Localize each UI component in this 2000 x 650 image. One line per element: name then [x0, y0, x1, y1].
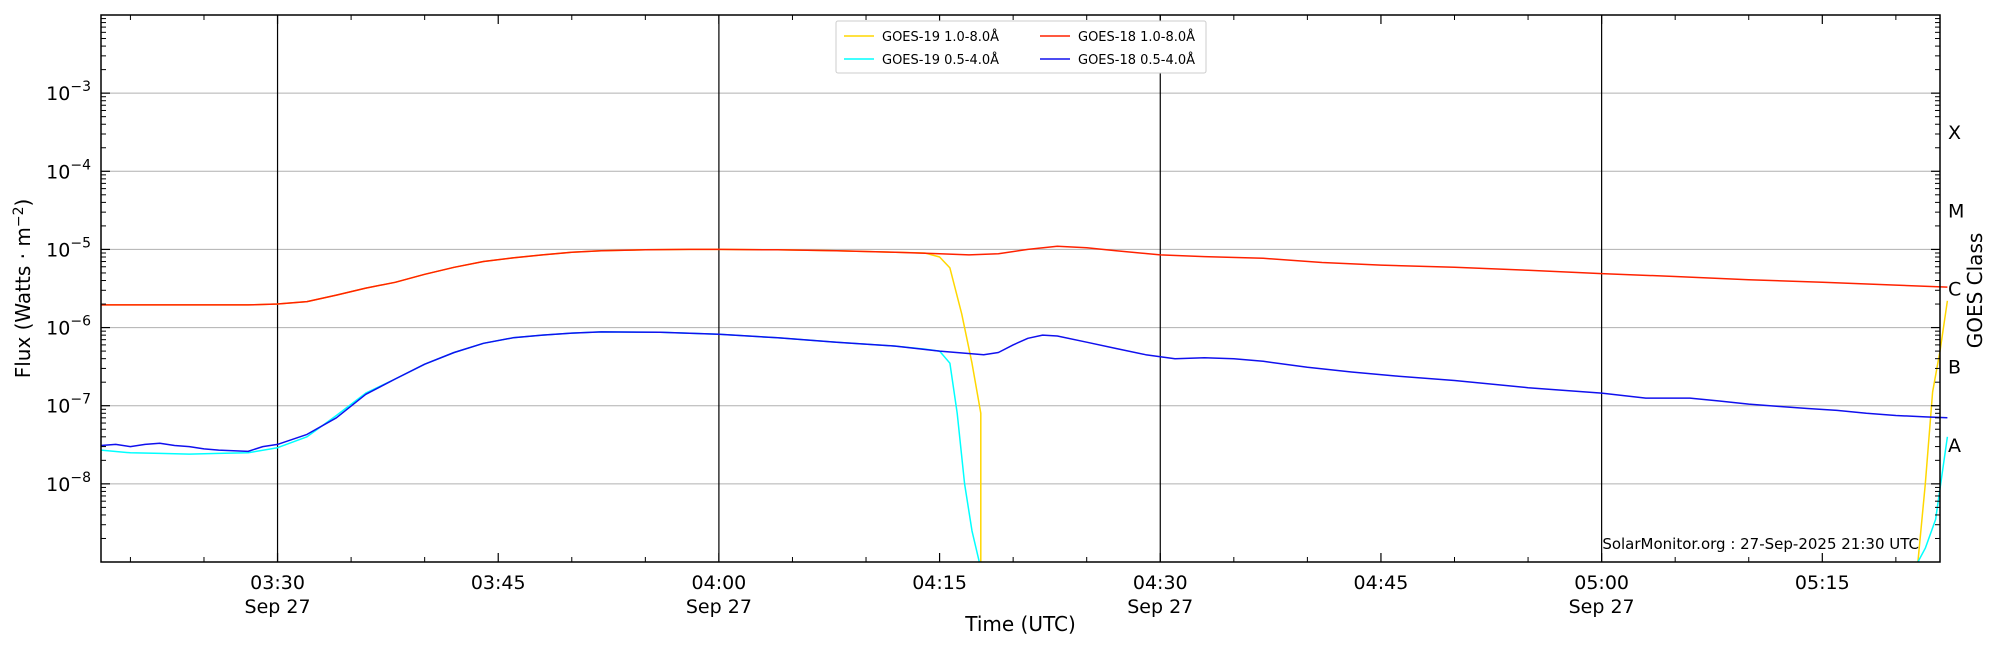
x-tick-label: 03:45: [471, 572, 526, 594]
y-axis-ticks: 10−810−710−610−510−410−3: [46, 18, 1940, 539]
goes-class-x: X: [1948, 122, 1961, 144]
goes-class-a: A: [1948, 435, 1961, 457]
legend-item: GOES-19 0.5-4.0Å: [844, 52, 999, 68]
x-tick-label: 05:00: [1574, 572, 1629, 594]
legend-label: GOES-18 1.0-8.0Å: [1078, 29, 1195, 45]
y-tick-base: 10: [46, 396, 70, 418]
series-line-3: [100, 331, 1948, 453]
y-tick-label: 10−5: [46, 235, 91, 261]
x-tick-date: Sep 27: [1127, 596, 1193, 618]
y-axis-title: Flux (Watts · m−2): [11, 199, 35, 379]
x-tick-label: 04:00: [692, 572, 747, 594]
y-tick-label: 10−6: [46, 314, 91, 340]
y-tick-label: 10−8: [46, 470, 91, 496]
y-tick-base: 10: [46, 83, 70, 105]
series-line-2: [100, 331, 981, 563]
y-tick-exponent: −3: [70, 79, 91, 95]
y-tick-exponent: −6: [70, 314, 91, 330]
y-tick-exponent: −5: [70, 235, 91, 251]
credit-text: SolarMonitor.org : 27-Sep-2025 21:30 UTC: [1602, 535, 1919, 553]
x-tick-label: 03:30: [250, 572, 305, 594]
y-tick-base: 10: [46, 161, 70, 183]
grid-lines: [101, 92, 1940, 485]
legend-label: GOES-19 1.0-8.0Å: [882, 29, 999, 45]
goes-class-m: M: [1948, 200, 1964, 222]
day-vertical-lines: [276, 15, 1603, 562]
y-tick-label: 10−3: [46, 79, 91, 105]
legend-label: GOES-19 0.5-4.0Å: [882, 52, 999, 68]
legend: GOES-19 1.0-8.0Å GOES-19 0.5-4.0Å GOES-18 …: [835, 20, 1207, 74]
y-tick-label: 10−4: [46, 157, 91, 183]
plot-frame: [100, 14, 1941, 563]
x-tick-date: Sep 27: [686, 596, 752, 618]
goes-class-c: C: [1948, 279, 1961, 301]
series-line-1: [101, 245, 1948, 306]
y-axis-title-close: ): [11, 199, 35, 207]
legend-item: GOES-18 1.0-8.0Å: [1040, 29, 1195, 45]
x-tick-date: Sep 27: [245, 596, 311, 618]
series-lines: [100, 245, 1949, 563]
y-tick-base: 10: [46, 239, 70, 261]
legend-label: GOES-18 0.5-4.0Å: [1078, 52, 1195, 68]
y-tick-exponent: −4: [70, 157, 91, 173]
y-tick-label: 10−7: [46, 392, 91, 418]
goes-class-labels: A B C M X: [1948, 122, 1964, 457]
x-tick-label: 04:30: [1133, 572, 1188, 594]
y-axis-title-main: Flux (Watts · m: [11, 227, 35, 378]
x-tick-label: 04:45: [1354, 572, 1409, 594]
goes-class-b: B: [1948, 357, 1961, 379]
y-tick-base: 10: [46, 318, 70, 340]
y-axis-title-superscript: −2: [11, 207, 27, 228]
x-tick-date: Sep 27: [1569, 596, 1635, 618]
y-tick-base: 10: [46, 474, 70, 496]
x-tick-label: 05:15: [1795, 572, 1850, 594]
y-tick-exponent: −8: [70, 470, 91, 486]
legend-item: GOES-18 0.5-4.0Å: [1040, 52, 1195, 68]
goes-class-axis-title: GOES Class: [1963, 233, 1987, 349]
x-tick-label: 04:15: [912, 572, 967, 594]
legend-item: GOES-19 1.0-8.0Å: [844, 29, 999, 45]
y-tick-exponent: −7: [70, 392, 91, 408]
x-axis-title: Time (UTC): [964, 612, 1076, 636]
series-line-2-segment2: [1917, 436, 1949, 563]
legend-box: [835, 20, 1207, 74]
series-line-0-segment2: [1917, 300, 1949, 563]
